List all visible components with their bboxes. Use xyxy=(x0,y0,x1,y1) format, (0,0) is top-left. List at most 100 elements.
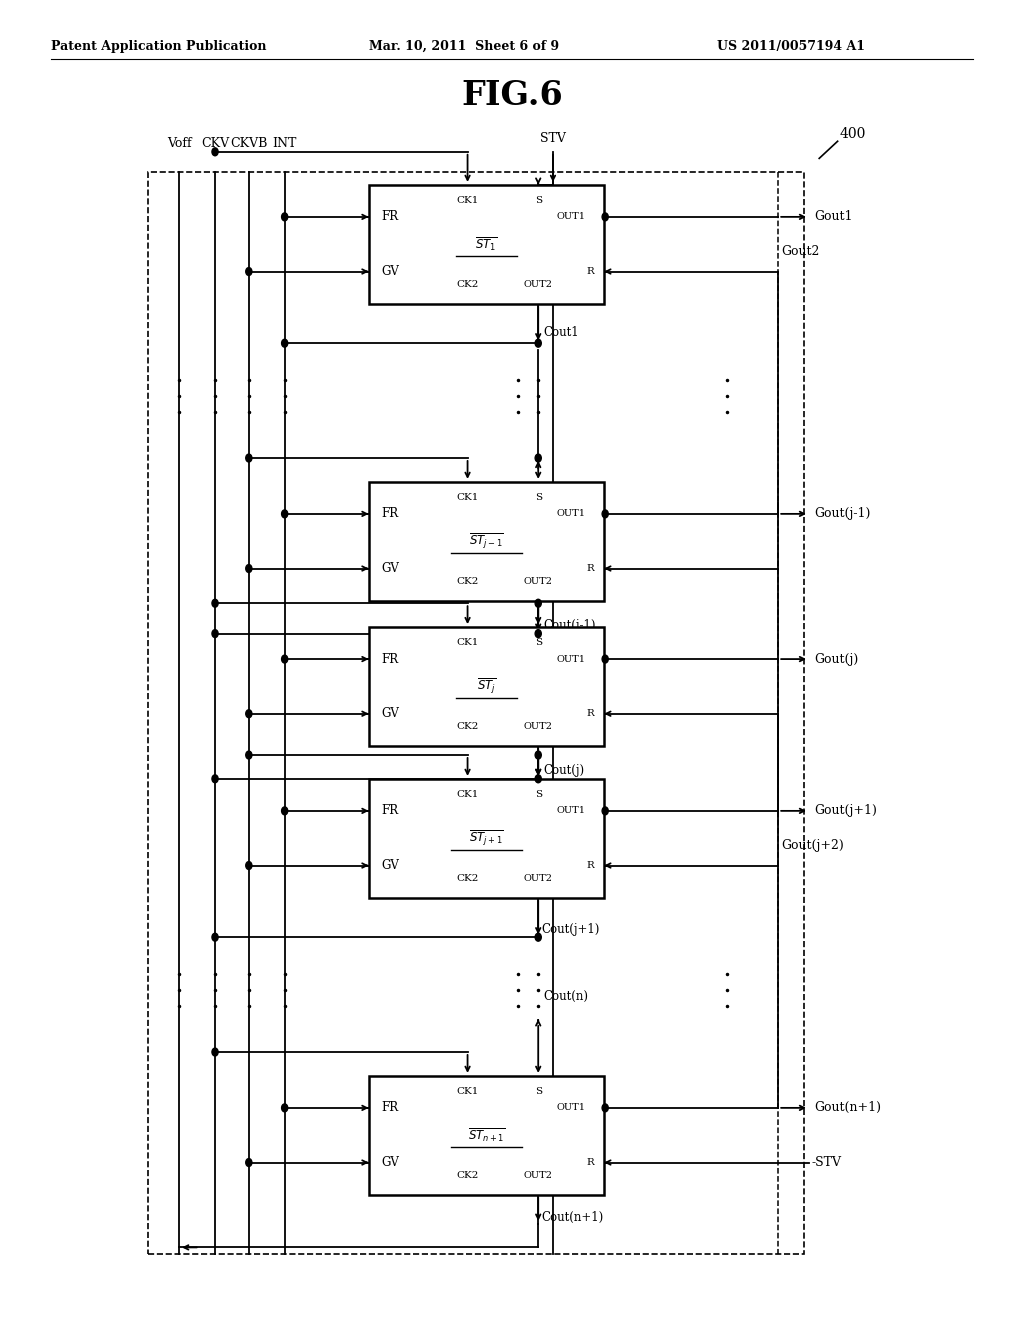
Circle shape xyxy=(536,339,542,347)
Text: $\overline{ST_{n+1}}$: $\overline{ST_{n+1}}$ xyxy=(468,1126,505,1144)
Text: Cout(j-1): Cout(j-1) xyxy=(544,619,596,632)
Text: OUT1: OUT1 xyxy=(557,807,586,816)
Text: S: S xyxy=(535,195,542,205)
Text: Gout2: Gout2 xyxy=(781,246,819,259)
Text: R: R xyxy=(586,861,594,870)
Text: FR: FR xyxy=(381,804,398,817)
Text: Voff: Voff xyxy=(167,137,191,150)
Text: CK1: CK1 xyxy=(457,1086,479,1096)
Text: CKVB: CKVB xyxy=(230,137,267,150)
Circle shape xyxy=(212,630,218,638)
Bar xyxy=(369,627,604,746)
Text: STV: STV xyxy=(540,132,566,145)
Text: Cout1: Cout1 xyxy=(544,326,579,339)
Text: CK2: CK2 xyxy=(457,874,479,883)
Circle shape xyxy=(282,213,288,220)
Text: $\overline{ST_{j-1}}$: $\overline{ST_{j-1}}$ xyxy=(469,532,504,550)
Text: $\overline{ST_1}$: $\overline{ST_1}$ xyxy=(475,235,498,253)
Text: GV: GV xyxy=(381,1156,398,1170)
Text: GV: GV xyxy=(381,708,398,721)
Text: CK2: CK2 xyxy=(457,722,479,731)
Circle shape xyxy=(246,1159,252,1167)
Circle shape xyxy=(212,933,218,941)
Text: CK1: CK1 xyxy=(457,492,479,502)
Circle shape xyxy=(536,454,542,462)
Text: S: S xyxy=(535,638,542,647)
Text: CK2: CK2 xyxy=(457,577,479,586)
Text: $\overline{ST_j}$: $\overline{ST_j}$ xyxy=(477,677,496,696)
Bar xyxy=(369,779,604,898)
Circle shape xyxy=(536,933,542,941)
Text: Cout(j): Cout(j) xyxy=(544,764,585,777)
Text: CK1: CK1 xyxy=(457,195,479,205)
Text: FIG.6: FIG.6 xyxy=(461,79,563,112)
Text: S: S xyxy=(535,1086,542,1096)
Text: CK2: CK2 xyxy=(457,1171,479,1180)
Text: FR: FR xyxy=(381,507,398,520)
Text: OUT2: OUT2 xyxy=(523,280,553,289)
Circle shape xyxy=(246,751,252,759)
Text: Gout(j+1): Gout(j+1) xyxy=(814,804,877,817)
Text: OUT1: OUT1 xyxy=(557,510,586,519)
Text: OUT2: OUT2 xyxy=(523,722,553,731)
Circle shape xyxy=(212,148,218,156)
Circle shape xyxy=(602,807,608,814)
Bar xyxy=(369,1076,604,1195)
Text: OUT1: OUT1 xyxy=(557,1104,586,1113)
Text: Cout(n): Cout(n) xyxy=(544,990,589,1003)
Text: 400: 400 xyxy=(840,127,866,141)
Text: US 2011/0057194 A1: US 2011/0057194 A1 xyxy=(717,40,865,53)
Circle shape xyxy=(602,1104,608,1111)
Text: R: R xyxy=(586,564,594,573)
Text: Patent Application Publication: Patent Application Publication xyxy=(51,40,266,53)
Text: CK2: CK2 xyxy=(457,280,479,289)
Circle shape xyxy=(212,775,218,783)
Text: R: R xyxy=(586,709,594,718)
Text: Cout(j+1): Cout(j+1) xyxy=(542,923,600,936)
Circle shape xyxy=(246,710,252,718)
Text: INT: INT xyxy=(272,137,297,150)
Text: OUT1: OUT1 xyxy=(557,655,586,664)
Text: OUT2: OUT2 xyxy=(523,577,553,586)
Circle shape xyxy=(246,454,252,462)
Circle shape xyxy=(536,599,542,607)
Circle shape xyxy=(282,655,288,663)
Text: Mar. 10, 2011  Sheet 6 of 9: Mar. 10, 2011 Sheet 6 of 9 xyxy=(369,40,559,53)
Circle shape xyxy=(282,339,288,347)
Text: R: R xyxy=(586,1158,594,1167)
Text: Cout(n+1): Cout(n+1) xyxy=(542,1210,603,1224)
Circle shape xyxy=(282,510,288,517)
Circle shape xyxy=(536,775,542,783)
Bar xyxy=(369,185,604,304)
Text: S: S xyxy=(535,492,542,502)
Circle shape xyxy=(536,630,542,638)
Text: Gout1: Gout1 xyxy=(814,210,853,223)
Circle shape xyxy=(602,655,608,663)
Text: Gout(j): Gout(j) xyxy=(814,652,858,665)
Circle shape xyxy=(282,1104,288,1111)
Bar xyxy=(369,482,604,601)
Circle shape xyxy=(246,565,252,573)
Text: FR: FR xyxy=(381,1101,398,1114)
Text: GV: GV xyxy=(381,562,398,576)
Circle shape xyxy=(212,1048,218,1056)
Text: GV: GV xyxy=(381,265,398,279)
Circle shape xyxy=(536,751,542,759)
Circle shape xyxy=(246,862,252,870)
Text: $\overline{ST_{j+1}}$: $\overline{ST_{j+1}}$ xyxy=(469,829,504,847)
Text: Gout(j-1): Gout(j-1) xyxy=(814,507,870,520)
Text: CK1: CK1 xyxy=(457,638,479,647)
Text: OUT2: OUT2 xyxy=(523,874,553,883)
Circle shape xyxy=(246,268,252,276)
Text: GV: GV xyxy=(381,859,398,873)
Text: CKV: CKV xyxy=(201,137,229,150)
Bar xyxy=(148,172,804,1254)
Text: OUT1: OUT1 xyxy=(557,213,586,222)
Text: R: R xyxy=(586,267,594,276)
Text: CK1: CK1 xyxy=(457,789,479,799)
Circle shape xyxy=(602,510,608,517)
Text: -STV: -STV xyxy=(811,1156,841,1170)
Circle shape xyxy=(282,807,288,814)
Text: Gout(n+1): Gout(n+1) xyxy=(814,1101,881,1114)
Circle shape xyxy=(602,213,608,220)
